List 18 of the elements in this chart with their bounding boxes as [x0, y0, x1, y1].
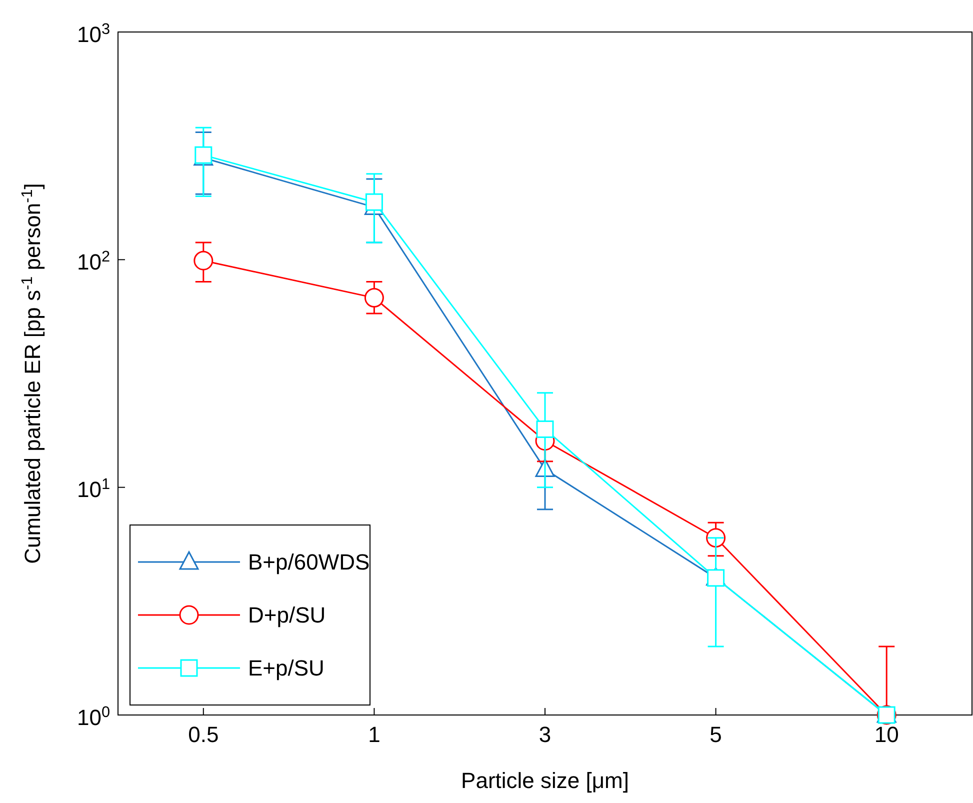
legend-label: E+p/SU: [248, 656, 324, 681]
x-tick-label: 5: [710, 722, 722, 748]
point: [365, 193, 383, 211]
x-axis-title: Particle size [μm]: [461, 768, 629, 793]
point: [536, 420, 554, 438]
y-tick-label: 10$^{3}$: [76, 20, 110, 47]
x-tick-label: 1: [368, 722, 380, 748]
point: [194, 250, 214, 270]
y-tick-label: 10$^{2}$: [76, 248, 110, 275]
y-tick-label: 10$^{1}$: [76, 476, 110, 502]
y-tick-label: 10$^{0}$: [76, 703, 110, 730]
x-tick-label: 3: [538, 722, 552, 748]
legend-label: D+p/SU: [248, 602, 326, 628]
point: [364, 288, 384, 308]
x-tick-label: 10: [874, 722, 899, 748]
x-tick-label: 0.5: [188, 722, 219, 748]
legend-label: B+p/60WDS: [248, 550, 370, 575]
point: [707, 569, 725, 587]
